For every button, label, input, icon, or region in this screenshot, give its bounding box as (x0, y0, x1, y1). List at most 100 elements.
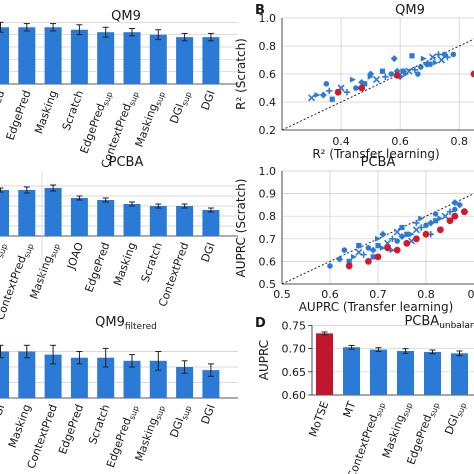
qm9_bar-category-label: Scratch (60, 89, 86, 133)
pcba_bar-bar (44, 188, 62, 236)
qm9_bar-title: QM9 (111, 9, 141, 24)
qm9_scatter-point (323, 81, 330, 87)
pcba-unb-ytick-label: 0.65 (282, 366, 307, 379)
pcba_bar-bar (70, 198, 88, 236)
qm9_scatter-point-red (334, 88, 342, 96)
pcba_scatter-point (351, 253, 357, 260)
pcba_scatter-point (393, 228, 401, 236)
pcba_bar-bar (18, 190, 36, 236)
qm9_scatter-point (367, 70, 375, 78)
pcba_unb_bar-bar (424, 351, 441, 395)
qm9_bar-category-label: DGI (199, 89, 218, 112)
pcba_scatter-ytick-label: 0.8 (259, 210, 277, 223)
qm9_scatter-point (379, 68, 386, 74)
qm9f_bar-bar (70, 357, 88, 398)
pcba_scatter-point (365, 245, 372, 251)
qm9_bar-bar (70, 29, 88, 84)
qm9-scatter-xtick-label: 0.8 (450, 135, 468, 148)
qm9_scatter-point (343, 89, 351, 96)
pcba_scatter-point (456, 201, 464, 209)
qm9_scatter-ytick-label: 1.0 (259, 12, 277, 25)
pcba_bar-category-label: Masking (111, 241, 139, 288)
qm9_bar-chart (0, 21, 238, 85)
pcba_scatter-point (452, 206, 458, 213)
pcba-unb-ytick-label: 0.75 (282, 320, 307, 333)
pcba_bar-bar (176, 206, 194, 236)
pcba-scatter-xtick-label: 0.5 (273, 288, 291, 301)
pcba_unb_bar-bar (370, 349, 387, 395)
pcba_scatter-point-red (461, 208, 468, 216)
pcba_scatter-point (446, 208, 454, 215)
pcba-scatter-xtick-label: 0.6 (321, 288, 339, 301)
qm9_scatter-point (409, 53, 415, 59)
pcba_scatter-point-red (365, 258, 372, 265)
pcba_bar-bar (149, 206, 167, 236)
pcba-scatter-xlabel: AUPRC (Transfer learning) (299, 300, 454, 314)
qm9_bar-bar (18, 27, 36, 84)
pcba_scatter-point (375, 235, 381, 242)
qm9_scatter-ytick-label: 0.4 (259, 96, 277, 109)
qm9_scatter-point (390, 55, 398, 63)
qm9_scatter-point (415, 71, 421, 77)
qm9_scatter-point (450, 51, 457, 58)
qm9_bar-category-label: EdgePred (4, 89, 34, 142)
qm9_scatter-point (432, 59, 439, 66)
qm9_scatter-point (429, 53, 437, 61)
qm9_bar-bar (44, 27, 62, 84)
qm9_scatter-chart: 1.0 0.8 0.6 0.4 0.2 (259, 12, 474, 137)
pcba_scatter-point (379, 244, 386, 251)
pcba_scatter-point (423, 222, 429, 229)
pcba_scatter-point (404, 231, 410, 237)
pcba-scatter-xtick-label: 0.7 (369, 288, 387, 301)
pcba_scatter-ytick-label: 0.7 (259, 233, 277, 246)
pcba_unb_bar-chart (312, 325, 474, 396)
pcba_scatter-ytick-label: 0.6 (259, 255, 277, 268)
pcba_scatter-point (375, 242, 381, 249)
pcba_unb_bar-category-label: MoTSE (306, 400, 331, 439)
qm9f_bar-category-label: DGIsup (167, 403, 193, 440)
pcba_scatter-point (413, 219, 420, 227)
pcba_scatter-point (327, 263, 333, 269)
panel-label-b: B (255, 3, 265, 18)
qm9_scatter-point-red (358, 84, 366, 92)
pcba_unb_bar-category-label: MT (341, 399, 359, 419)
qm9_scatter-point (319, 91, 327, 99)
pcba_scatter-point (341, 247, 348, 253)
pcba_bar-category-label: Scratch (139, 241, 165, 285)
qm9-scatter-xtick-label: 0.4 (332, 135, 350, 148)
qm9f_bar-bar (97, 357, 115, 398)
qm9_scatter-ytick-label: 0.8 (259, 40, 277, 53)
qm9_bar-bar (202, 37, 220, 84)
pcba_scatter-point-red (422, 230, 430, 238)
pcba_scatter-point (451, 199, 459, 207)
pcba_scatter-point (418, 224, 425, 231)
qm9f_bar-category-label: Masking (6, 403, 34, 450)
pcba_scatter-point (379, 230, 387, 238)
qm9_bar-bar (123, 32, 141, 84)
qm9_scatter-point (349, 76, 356, 83)
pcba_scatter-point (441, 212, 449, 220)
pcba_unb_bar-category-label: DGIsup (442, 400, 468, 437)
qm9_scatter-point (420, 55, 427, 62)
qm9f_bar-bar (202, 370, 220, 398)
pcba_scatter-diagonal (281, 193, 474, 285)
qm9_scatter-point (388, 71, 395, 77)
pcba_scatter-point (399, 224, 405, 231)
pcba-scatter-xtick-label: 0.8 (417, 288, 435, 301)
pcba_scatter-point-red (393, 246, 401, 254)
pcba_scatter-ytick-label: 0.5 (259, 278, 277, 291)
pcba_scatter-point (389, 235, 396, 242)
qm9f_bar-bar (123, 360, 141, 398)
qm9f_bar-bar (149, 360, 167, 398)
pcba-scatter-xtick-label: 0 (468, 288, 474, 301)
qm9_scatter-point-red (393, 72, 401, 79)
pcba_scatter-point-red (345, 262, 353, 270)
qm9_scatter-point-red (470, 70, 474, 78)
pcba_scatter-point (408, 231, 415, 238)
pcba-scatter-ylabel: AUPRC (Scratch) (234, 179, 248, 278)
pcba_scatter-point (418, 215, 425, 222)
qm9-scatter-ylabel: R² (Scratch) (234, 38, 248, 110)
pcba_bar-title: PCBA (109, 155, 144, 170)
pcba_unb_bar-bar (397, 350, 414, 395)
